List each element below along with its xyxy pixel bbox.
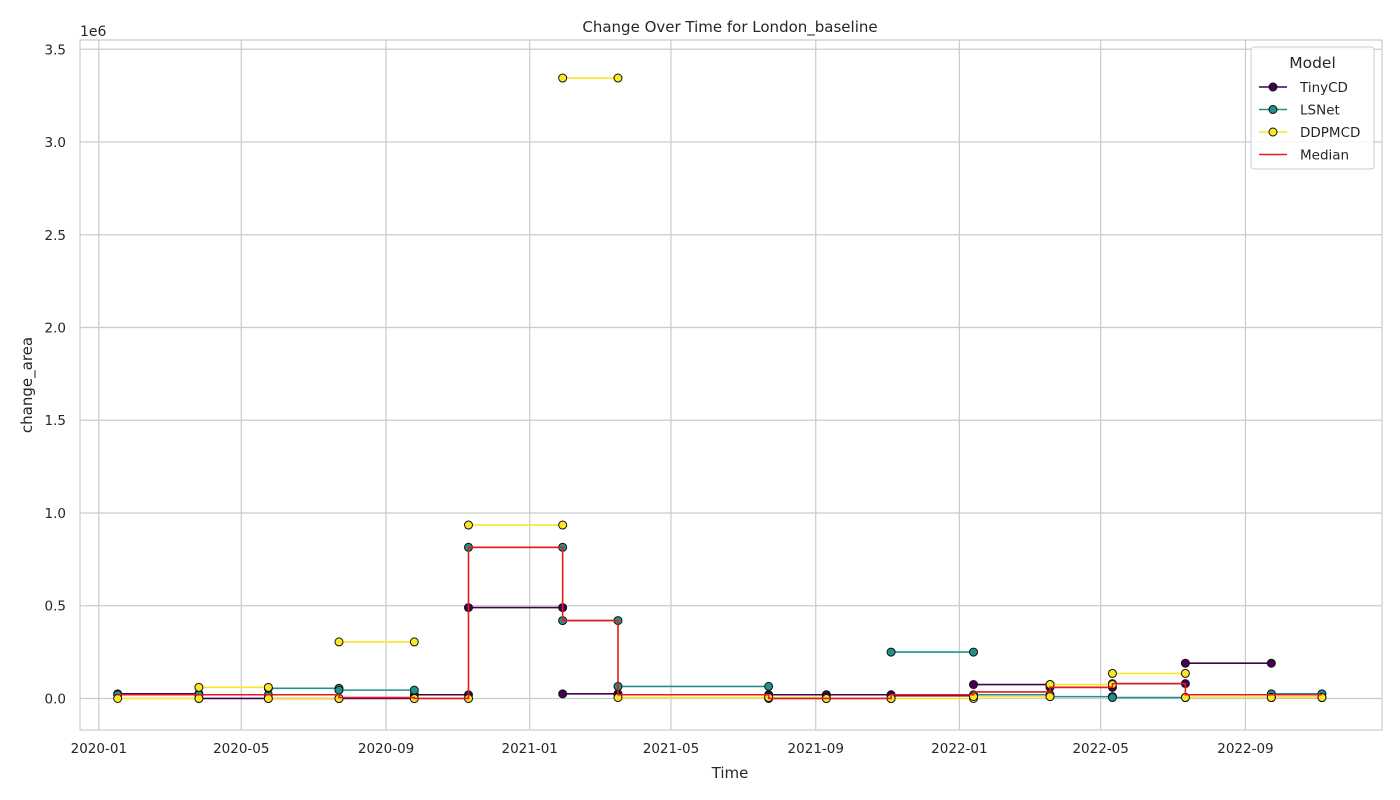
legend-entry-lsnet: LSNet xyxy=(1259,103,1340,119)
legend-marker xyxy=(1268,127,1278,137)
data-point xyxy=(463,520,473,530)
series-ddpmcd xyxy=(113,73,1327,703)
plot-area xyxy=(79,39,1383,731)
y-tick-label: 0.0 xyxy=(45,691,66,707)
data-point xyxy=(409,637,419,647)
legend-marker xyxy=(1268,105,1278,114)
data-point xyxy=(969,647,979,657)
data-point xyxy=(1180,668,1190,678)
data-point xyxy=(1107,693,1117,703)
data-point xyxy=(1180,658,1190,668)
y-tick-label: 2.0 xyxy=(45,321,66,337)
y-tick-label: 1.5 xyxy=(45,413,66,429)
y-offset-text: 1e6 xyxy=(80,24,107,40)
data-point xyxy=(886,647,896,657)
x-tick-label: 2022-09 xyxy=(1217,741,1273,757)
data-point xyxy=(194,682,204,692)
x-axis-label: Time xyxy=(711,764,749,782)
data-point xyxy=(613,73,623,83)
data-point xyxy=(764,681,774,691)
x-tick-label: 2022-05 xyxy=(1072,741,1128,757)
x-tick-label: 2020-01 xyxy=(71,741,127,757)
y-tick-label: 3.5 xyxy=(45,42,66,58)
series-line xyxy=(117,77,1322,700)
series-median xyxy=(117,546,1322,700)
legend-marker xyxy=(1268,82,1278,92)
legend-entry-tinycd: TinyCD xyxy=(1259,80,1348,96)
data-point xyxy=(969,680,979,690)
data-point xyxy=(334,637,344,647)
data-point xyxy=(1107,668,1117,678)
chart-title: Change Over Time for London_baseline xyxy=(582,18,877,37)
series-group xyxy=(113,73,1327,703)
y-tick-label: 0.5 xyxy=(45,599,66,615)
legend-label: DDPMCD xyxy=(1300,125,1360,141)
data-point xyxy=(194,693,204,703)
x-tick-label: 2022-01 xyxy=(931,741,987,757)
data-point xyxy=(1045,692,1055,702)
legend-label: Median xyxy=(1300,148,1349,164)
data-point xyxy=(558,689,568,699)
data-point xyxy=(334,685,344,695)
axes: 2020-01 2020-05 2020-09 2021-01 2021-05 2021-… xyxy=(45,42,1274,757)
data-point xyxy=(113,693,123,703)
x-tick-label: 2020-09 xyxy=(358,741,414,757)
data-point xyxy=(558,73,568,83)
x-tick-label: 2021-01 xyxy=(501,741,557,757)
data-point xyxy=(263,693,273,703)
grid xyxy=(80,40,1382,730)
data-point xyxy=(409,685,419,695)
data-point xyxy=(1266,658,1276,668)
data-point xyxy=(558,520,568,530)
legend: Model TinyCD LSNet DDPMCD Median xyxy=(1250,46,1375,170)
y-tick-label: 3.0 xyxy=(45,135,66,151)
y-tick-label: 1.0 xyxy=(45,506,66,522)
y-axis-label: change_area xyxy=(18,337,37,433)
x-tick-label: 2020-05 xyxy=(213,741,269,757)
legend-label: TinyCD xyxy=(1299,80,1348,96)
data-point xyxy=(263,682,273,692)
x-tick-label: 2021-05 xyxy=(643,741,699,757)
legend-box xyxy=(1250,46,1375,170)
legend-entry-median: Median xyxy=(1259,148,1349,164)
legend-title: Model xyxy=(1289,54,1336,72)
series-line xyxy=(117,546,1322,700)
y-tick-label: 2.5 xyxy=(45,228,66,244)
legend-label: LSNet xyxy=(1300,103,1340,119)
x-tick-label: 2021-09 xyxy=(788,741,844,757)
legend-entry-ddpmcd: DDPMCD xyxy=(1259,125,1360,141)
